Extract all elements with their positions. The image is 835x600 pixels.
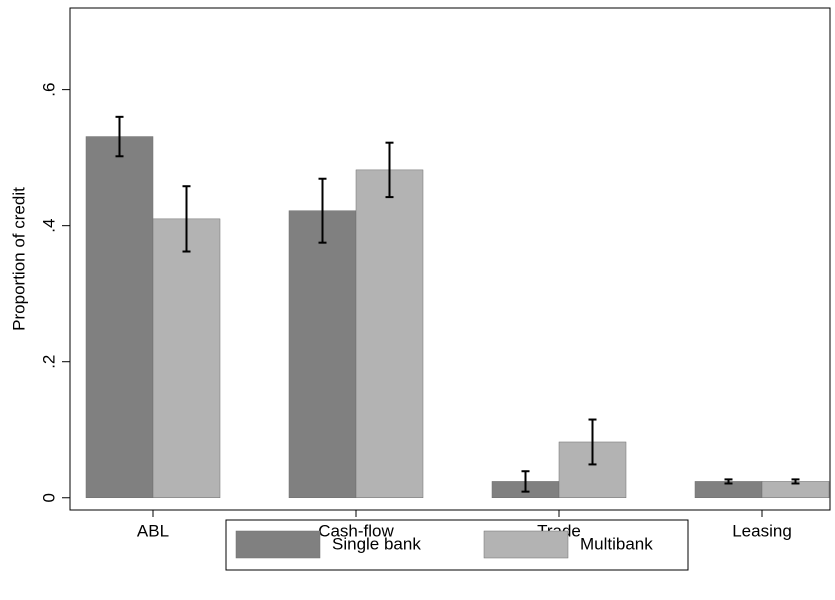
y-tick-label: .4	[39, 219, 58, 233]
plot-frame	[69, 7, 831, 511]
legend-swatch	[235, 530, 321, 559]
x-tick-label: Leasing	[732, 521, 792, 540]
bar	[152, 218, 221, 499]
error-bar	[791, 478, 800, 485]
x-tick-label: Cash-flow	[318, 521, 394, 540]
bar	[85, 136, 154, 499]
bar	[355, 169, 424, 499]
error-bar	[521, 470, 530, 493]
y-axis-label: Proportion of credit	[9, 187, 28, 331]
legend-label: Single bank	[332, 534, 421, 553]
legend-swatch	[483, 530, 569, 559]
error-bar	[182, 185, 191, 253]
error-bar	[588, 418, 597, 466]
y-tick-label: .6	[39, 83, 58, 97]
error-bar	[318, 177, 327, 244]
bar	[288, 210, 357, 499]
legend-label: Multibank	[580, 534, 653, 553]
error-bar	[115, 115, 124, 158]
x-tick-label: ABL	[137, 521, 169, 540]
y-tick-label: .2	[39, 355, 58, 369]
y-tick-label: 0	[39, 493, 58, 502]
error-bar	[724, 478, 733, 485]
error-bar	[385, 141, 394, 199]
